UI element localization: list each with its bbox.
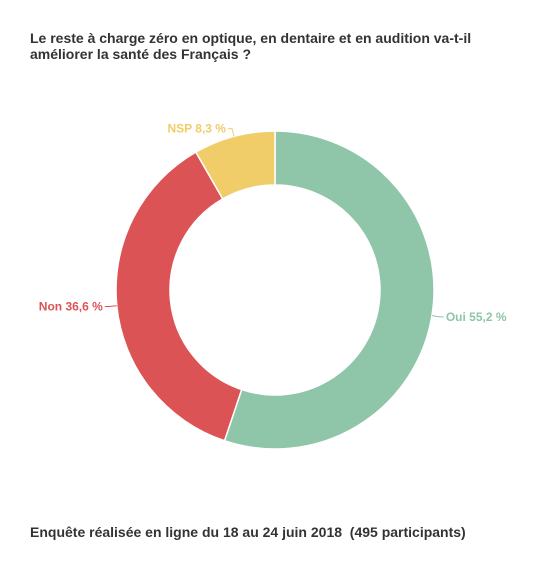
slice-nsp-leader-line [227, 128, 235, 137]
slice-oui-leader-line [431, 315, 444, 318]
slice-non-leader-line [104, 305, 117, 307]
slice-non-label: Non 36,6 % [39, 299, 103, 313]
survey-caption: Enquête réalisée en ligne du 18 au 24 ju… [30, 524, 466, 540]
slice-oui [223, 130, 435, 450]
slice-oui-label: Oui 55,2 % [446, 310, 507, 324]
slice-non [115, 151, 243, 442]
chart-title: Le reste à charge zéro en optique, en de… [30, 30, 472, 62]
donut-slices [115, 130, 435, 450]
slice-nsp [194, 130, 276, 200]
slice-nsp-label: NSP 8,3 % [168, 122, 227, 136]
donut-labels: Oui 55,2 % Non 36,6 % NSP 8,3 % [39, 122, 507, 324]
